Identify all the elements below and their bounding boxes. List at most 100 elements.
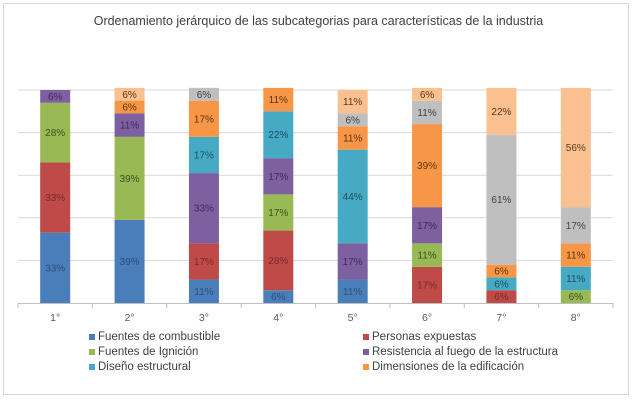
bar-segment [188,100,219,137]
bar-segment [337,113,368,127]
data-label: 6% [197,90,212,101]
data-label: 33% [45,263,65,274]
bar-segment [560,290,591,303]
data-label: 11% [194,287,213,298]
legend-item: Fuentes de combustible [89,331,220,343]
x-tick-label: 2° [125,312,135,324]
data-label: 11% [417,108,436,119]
data-label: 6% [48,92,63,103]
legend-label: Personas expuestas [372,331,477,343]
bar-segment [412,100,443,125]
bar-segment [412,243,443,267]
bar-segment [263,111,294,159]
data-label: 6% [569,292,584,303]
data-label: 28% [268,256,288,267]
bar-segment [114,136,145,220]
data-label: 11% [120,121,139,132]
bar-segment [40,232,71,303]
legend-swatch [363,334,369,340]
bar-segment [188,173,219,244]
x-tick-label: 4° [273,312,283,324]
legend-label: Diseño estructural [98,361,191,373]
bar-segment [337,243,368,280]
bar-segment [263,194,294,231]
bar-segment [114,100,145,114]
bar-segment [560,266,591,291]
bar-segment [40,90,71,103]
bar-segment [337,126,368,150]
data-label: 17% [417,221,437,232]
bar-segment [486,264,517,278]
bar-segment [486,277,517,291]
legend-swatch [89,334,95,340]
bar-segment [188,87,219,101]
data-label: 17% [268,208,288,219]
data-label: 28% [45,128,65,139]
data-label: 6% [420,90,435,101]
data-label: 11% [343,97,362,108]
data-label: 17% [566,221,586,232]
bar-segment [263,230,294,291]
x-tick-label: 7° [496,312,506,324]
data-label: 56% [566,143,586,154]
data-label: 17% [343,257,363,268]
x-tick-label: 1° [50,312,60,324]
data-label: 33% [45,193,65,204]
data-label: 22% [491,107,511,118]
bar-segment [114,87,145,101]
bar-segment [114,219,145,303]
x-tick-label: 8° [571,312,581,324]
data-label: 11% [566,274,585,285]
bar-segment [560,207,591,244]
bar-segment [337,279,368,303]
legend-label: Resistencia al fuego de la estructura [372,346,559,358]
data-label: 6% [494,292,509,303]
bar-segment [337,149,368,244]
x-tick-label: 6° [422,312,432,324]
bar-segment [188,136,219,174]
bar-segment [263,87,294,112]
legend-item: Resistencia al fuego de la estructura [363,346,558,358]
legend-label: Dimensiones de la edificación [372,361,525,373]
legend-item: Diseño estructural [89,361,191,373]
legend-label: Fuentes de Ignición [98,346,199,358]
data-label: 11% [417,251,436,262]
bar-segment [40,102,71,163]
data-label: 11% [566,251,585,262]
data-label: 39% [417,161,437,172]
x-tick-label: 3° [199,312,209,324]
bar-segment [560,243,591,267]
bar-segment [560,87,591,208]
legend-swatch [89,349,95,355]
data-label: 6% [494,279,509,290]
x-tick-label: 5° [348,312,358,324]
bar-segment [263,158,294,195]
data-label: 22% [268,130,288,141]
data-label: 6% [494,267,509,278]
data-label: 11% [343,287,362,298]
data-label: 17% [417,280,437,291]
data-label: 6% [122,103,137,114]
bar-segment [486,290,517,303]
bar-segment [188,243,219,280]
bar-segment [486,134,517,265]
data-label: 33% [194,204,214,215]
data-label: 6% [345,115,360,126]
data-label: 6% [122,90,137,101]
bar-segment [263,290,294,303]
legend-item: Personas expuestas [363,331,476,343]
legend-label: Fuentes de combustible [98,331,221,343]
bar-segment [337,90,368,114]
legend-swatch [363,349,369,355]
data-label: 11% [269,95,288,106]
bar-segment [188,279,219,303]
data-label: 6% [271,292,286,303]
bar-segment [412,87,443,101]
bar-segment [412,266,443,303]
bar-segment [486,87,517,135]
bar-segment [40,162,71,233]
chart-frame [3,3,629,395]
data-label: 61% [491,195,511,206]
data-label: 17% [194,114,214,125]
